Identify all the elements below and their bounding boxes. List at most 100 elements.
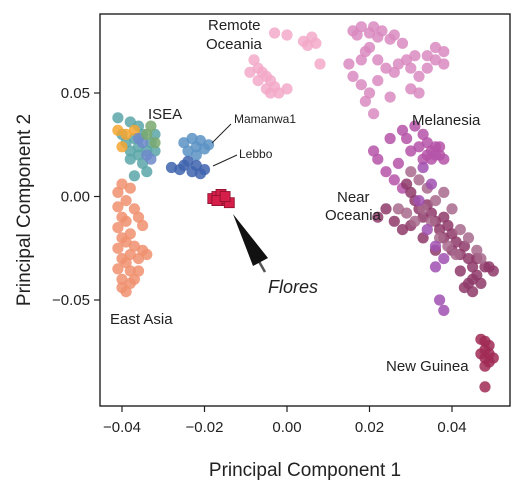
point-remote-oceania-12 <box>252 75 264 87</box>
point-near-oceania-dark-21 <box>396 224 409 236</box>
point-lebbo-7 <box>182 155 194 167</box>
point-isea-blue-2 <box>137 137 149 149</box>
point-near-oceania-light-23 <box>438 46 450 58</box>
point-melanesia-20 <box>368 145 380 157</box>
point-melanesia-purple-2 <box>434 294 446 306</box>
point-near-oceania-dark-16 <box>467 261 479 273</box>
point-melanesia-purple-4 <box>429 261 442 273</box>
point-near-oceania-mauve-5 <box>409 215 421 227</box>
point-east-asia-22 <box>124 182 136 194</box>
point-melanesia-22 <box>396 124 409 136</box>
point-near-oceania-light-17 <box>401 54 413 66</box>
point-near-oceania-light-25 <box>421 62 433 74</box>
point-melanesia-10 <box>429 149 442 161</box>
point-near-oceania-dark-19 <box>438 211 450 223</box>
point-near-oceania-light-26 <box>409 50 421 62</box>
point-melanesia-11 <box>434 141 446 153</box>
label-remote-oceania-line1: Remote <box>208 17 261 34</box>
label-flores: Flores <box>268 277 318 297</box>
y-tick-label-0: −0.05 <box>52 292 90 309</box>
point-east-asia-0 <box>112 201 124 213</box>
point-east-asia-7 <box>116 273 128 285</box>
point-melanesia-purple-6 <box>413 195 425 207</box>
point-near-oceania-dark-24 <box>372 211 384 223</box>
point-isea-11 <box>149 128 161 140</box>
point-near-oceania-mauve-14 <box>446 203 458 215</box>
point-near-oceania-dark-10 <box>442 219 454 232</box>
x-axis-title: Principal Component 1 <box>209 460 401 481</box>
point-east-asia-9 <box>120 215 132 227</box>
point-near-oceania-mauve-0 <box>417 203 429 215</box>
point-east-asia-23 <box>128 203 140 215</box>
point-melanesia-15 <box>392 157 404 169</box>
point-isea-0 <box>112 112 124 124</box>
point-near-oceania-mauve-17 <box>405 166 417 178</box>
point-melanesia-purple-5 <box>421 224 433 236</box>
point-near-oceania-dark-32 <box>475 277 487 289</box>
point-near-oceania-dark-15 <box>462 253 475 265</box>
point-isea-8 <box>124 153 136 165</box>
point-isea-green-1 <box>149 137 161 149</box>
point-remote-oceania-17 <box>281 83 293 95</box>
label-near-oceania-line2: Oceania <box>325 207 382 224</box>
point-near-oceania-dark-0 <box>401 178 413 190</box>
point-melanesia-14 <box>405 145 417 157</box>
point-new-guinea-8 <box>487 352 499 364</box>
point-near-oceania-dark-35 <box>462 277 475 289</box>
point-isea-green-2 <box>145 120 157 132</box>
point-near-oceania-light-22 <box>438 58 450 70</box>
point-remote-oceania-18 <box>244 66 256 78</box>
point-isea-12 <box>141 166 153 178</box>
point-near-oceania-light-19 <box>413 70 425 82</box>
point-melanesia-16 <box>388 174 400 186</box>
label-remote-oceania-line2: Oceania <box>206 36 263 53</box>
label-east-asia: East Asia <box>110 311 173 328</box>
y-tick-label-1: 0.00 <box>61 189 90 206</box>
point-near-oceania-mauve-7 <box>392 203 404 215</box>
point-near-oceania-mauve-16 <box>413 174 425 186</box>
point-isea-orange-3 <box>116 141 128 153</box>
point-near-oceania-light-6 <box>376 25 388 37</box>
point-near-oceania-mauve-13 <box>438 186 450 198</box>
point-near-oceania-light-14 <box>380 62 392 74</box>
point-near-oceania-light-8 <box>388 29 400 41</box>
point-remote-oceania-5 <box>310 37 322 49</box>
lebbo-leader-line <box>212 154 238 167</box>
point-east-asia-29 <box>132 265 145 277</box>
point-near-oceania-mauve-8 <box>454 224 466 236</box>
point-mamanwa1-6 <box>182 145 194 157</box>
point-melanesia-purple-7 <box>425 178 437 190</box>
point-near-oceania-light-30 <box>363 87 376 99</box>
point-near-oceania-mauve-9 <box>462 232 475 244</box>
y-tick-label-2: 0.05 <box>61 85 90 102</box>
point-remote-oceania-1 <box>281 29 293 41</box>
point-near-oceania-light-4 <box>368 21 380 33</box>
point-melanesia-purple-3 <box>438 304 450 316</box>
point-near-oceania-dark-25 <box>417 232 429 244</box>
point-near-oceania-dark-36 <box>467 286 479 298</box>
point-near-oceania-light-34 <box>384 91 396 103</box>
flores-arrowhead <box>233 214 268 266</box>
point-east-asia-17 <box>141 248 153 261</box>
point-near-oceania-mauve-2 <box>434 232 446 244</box>
point-east-asia-27 <box>120 286 132 298</box>
point-new-guinea-10 <box>479 381 491 393</box>
point-remote-oceania-6 <box>314 58 326 70</box>
label-new-guinea: New Guinea <box>386 358 469 375</box>
point-near-oceania-mauve-1 <box>425 215 437 227</box>
point-melanesia-purple-0 <box>429 240 442 252</box>
x-tick-label-4: 0.04 <box>437 419 466 436</box>
point-melanesia-purple-1 <box>438 253 450 265</box>
label-melanesia: Melanesia <box>412 112 481 129</box>
point-east-asia-4 <box>112 242 124 254</box>
point-isea-green-0 <box>141 128 153 140</box>
point-remote-oceania-0 <box>269 27 281 39</box>
point-near-oceania-light-15 <box>388 66 400 78</box>
point-near-oceania-light-18 <box>405 62 417 74</box>
label-mamanwa1: Mamanwa1 <box>234 112 296 126</box>
point-near-oceania-light-27 <box>343 58 355 70</box>
point-isea-9 <box>137 157 149 169</box>
y-axis-title: Principal Component 2 <box>14 114 35 306</box>
x-axis-ticks: −0.04 −0.02 0.00 0.02 0.04 <box>103 406 467 436</box>
